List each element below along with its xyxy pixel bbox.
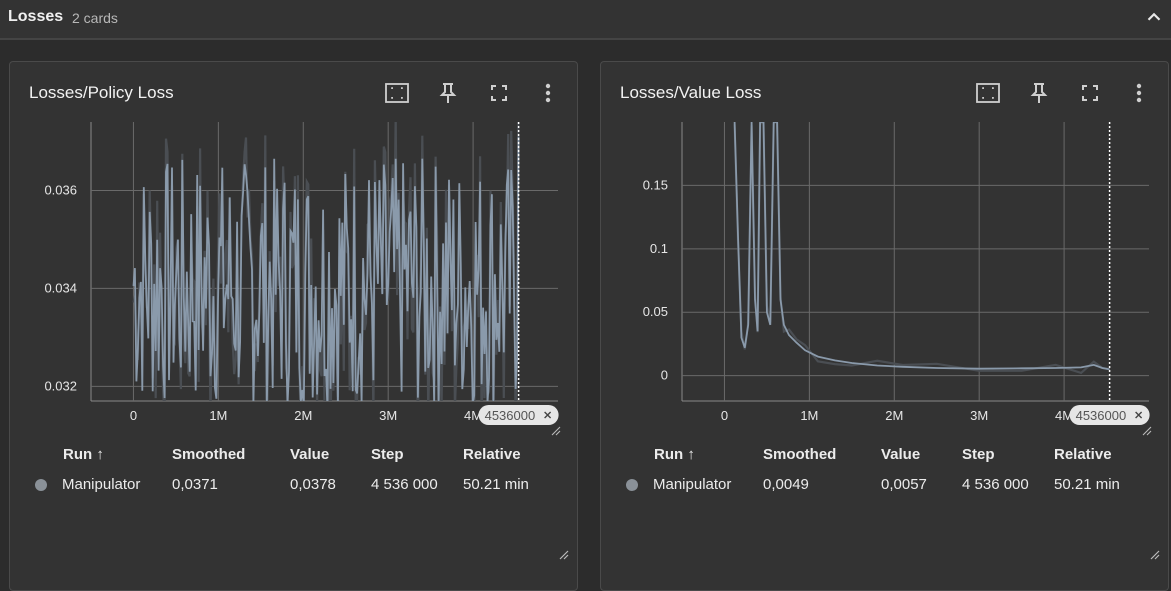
y-tick-label: 0.1 xyxy=(650,241,668,256)
col-header-relative[interactable]: Relative xyxy=(1054,446,1112,463)
fullscreen-icon xyxy=(1082,85,1098,101)
x-tick-label: 4M xyxy=(464,408,482,423)
fullscreen-button[interactable] xyxy=(1076,79,1104,107)
x-tick-label: 1M xyxy=(209,408,227,423)
run-color-dot xyxy=(626,479,638,491)
section-header[interactable]: Losses 2 cards xyxy=(0,0,1171,40)
legend-table: Run ↑ Smoothed Value Step Relative Manip… xyxy=(601,440,1168,500)
fit-domain-icon xyxy=(976,83,1000,103)
fullscreen-icon xyxy=(491,85,507,101)
relative-time: 50.21 min xyxy=(1054,476,1120,493)
run-color-dot xyxy=(35,479,47,491)
y-tick-label: 0.034 xyxy=(44,280,77,295)
chart-card-policy-loss: Losses/Policy Loss 0 1M 2M 3M 4M 0.032 0.034 0.… xyxy=(9,61,578,591)
col-header-value[interactable]: Value xyxy=(290,446,330,463)
x-tick-label: 0 xyxy=(130,408,137,423)
close-icon[interactable] xyxy=(1135,411,1143,419)
resize-handle-icon[interactable] xyxy=(557,548,569,560)
col-header-value[interactable]: Value xyxy=(881,446,921,463)
fit-domain-button[interactable] xyxy=(383,79,411,107)
relative-time: 50.21 min xyxy=(463,476,529,493)
x-tick-label: 3M xyxy=(379,408,397,423)
run-name: Manipulator xyxy=(62,476,141,493)
x-tick-label: 2M xyxy=(885,408,903,423)
plot-area xyxy=(132,122,520,411)
col-header-run[interactable]: Run ↑ xyxy=(63,446,104,463)
col-header-step[interactable]: Step xyxy=(962,446,995,463)
more-options-button[interactable] xyxy=(534,79,562,107)
step-value: 4 536 000 xyxy=(962,476,1029,493)
series-line[interactable] xyxy=(733,122,1110,371)
col-header-relative[interactable]: Relative xyxy=(463,446,521,463)
plot-area xyxy=(733,122,1110,375)
step-marker-label: 4536000 xyxy=(1076,408,1127,423)
col-header-smoothed[interactable]: Smoothed xyxy=(763,446,837,463)
smoothed-value: 0,0371 xyxy=(172,476,218,493)
close-icon[interactable] xyxy=(544,411,552,419)
run-name: Manipulator xyxy=(653,476,732,493)
pin-button[interactable] xyxy=(434,79,462,107)
x-tick-label: 4M xyxy=(1055,408,1073,423)
chevron-up-icon[interactable] xyxy=(1143,6,1165,28)
col-header-step[interactable]: Step xyxy=(371,446,404,463)
raw-value: 0,0057 xyxy=(881,476,927,493)
step-value: 4 536 000 xyxy=(371,476,438,493)
plot-resize-icon[interactable] xyxy=(551,426,561,436)
y-tick-label: 0 xyxy=(661,368,668,383)
y-tick-label: 0.05 xyxy=(643,304,668,319)
step-marker-label: 4536000 xyxy=(485,408,536,423)
col-header-run[interactable]: Run ↑ xyxy=(654,446,695,463)
y-tick-label: 0.15 xyxy=(643,177,668,192)
x-tick-label: 3M xyxy=(970,408,988,423)
card-title: Losses/Value Loss xyxy=(620,83,762,102)
chart-card-value-loss: Losses/Value Loss 0 1M 2M 3M 4M 0 0.05 0.1 0.15 4… xyxy=(600,61,1169,591)
resize-handle-icon[interactable] xyxy=(1148,548,1160,560)
fit-domain-icon xyxy=(385,83,409,103)
step-marker-badge[interactable] xyxy=(478,405,559,425)
section-title: Losses xyxy=(8,8,64,25)
y-tick-label: 0.032 xyxy=(44,378,77,393)
fit-domain-button[interactable] xyxy=(974,79,1002,107)
series-line[interactable] xyxy=(132,136,520,411)
pin-icon xyxy=(439,83,457,103)
fullscreen-button[interactable] xyxy=(485,79,513,107)
raw-value: 0,0378 xyxy=(290,476,336,493)
x-tick-label: 2M xyxy=(294,408,312,423)
step-marker-badge[interactable] xyxy=(1069,405,1150,425)
plot-resize-icon[interactable] xyxy=(1142,426,1152,436)
pin-icon xyxy=(1030,83,1048,103)
pin-button[interactable] xyxy=(1025,79,1053,107)
card-title: Losses/Policy Loss xyxy=(29,83,174,102)
legend-table: Run ↑ Smoothed Value Step Relative Manip… xyxy=(10,440,577,500)
x-tick-label: 1M xyxy=(800,408,818,423)
line-chart[interactable]: 0 1M 2M 3M 4M 0.032 0.034 0.036 4536000 xyxy=(10,120,577,440)
smoothed-value: 0,0049 xyxy=(763,476,809,493)
line-chart[interactable]: 0 1M 2M 3M 4M 0 0.05 0.1 0.15 4536000 xyxy=(601,120,1168,440)
col-header-smoothed[interactable]: Smoothed xyxy=(172,446,246,463)
more-vert-icon xyxy=(1136,83,1142,103)
more-vert-icon xyxy=(545,83,551,103)
y-tick-label: 0.036 xyxy=(44,183,77,198)
raw-series-line xyxy=(733,122,1110,375)
x-tick-label: 0 xyxy=(721,408,728,423)
more-options-button[interactable] xyxy=(1125,79,1153,107)
section-card-count: 2 cards xyxy=(72,10,118,26)
